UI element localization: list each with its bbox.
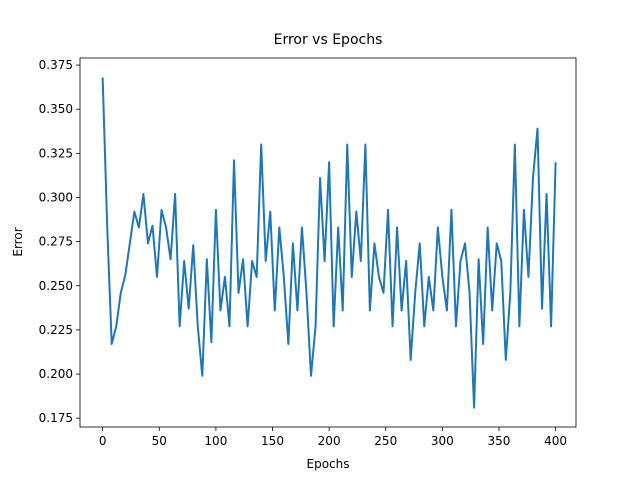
y-tick-label: 0.200 [39,367,73,381]
x-tick-label: 150 [261,434,284,448]
y-tick-label: 0.325 [39,146,73,160]
x-tick-label: 50 [152,434,167,448]
chart-title: Error vs Epochs [274,32,383,48]
y-tick-label: 0.375 [39,58,73,72]
y-tick-label: 0.175 [39,411,73,425]
x-tick-label: 250 [374,434,397,448]
data-line [101,77,557,409]
x-tick-label: 200 [318,434,341,448]
y-tick-label: 0.250 [39,279,73,293]
x-tick-label: 400 [544,434,567,448]
x-axis-label: Epochs [307,457,350,471]
x-tick-label: 100 [204,434,227,448]
x-tick-label: 300 [431,434,454,448]
y-tick-label: 0.300 [39,190,73,204]
y-axis-label: Error [11,227,25,256]
y-tick-label: 0.275 [39,235,73,249]
x-tick-label: 350 [488,434,511,448]
axes-frame [79,57,577,428]
y-tick-label: 0.225 [39,323,73,337]
y-tick-label: 0.350 [39,102,73,116]
x-tick-label: 0 [99,434,107,448]
